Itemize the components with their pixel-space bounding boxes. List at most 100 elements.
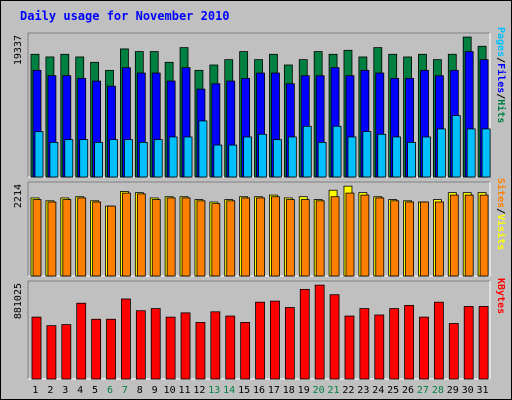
- sites-bar: [241, 197, 251, 277]
- x-tick-label: 8: [137, 385, 143, 396]
- pages-bar: [362, 131, 372, 178]
- pages-bar: [481, 128, 491, 178]
- kbytes-bar: [359, 308, 370, 380]
- sites-bar: [464, 194, 474, 277]
- panel-legend-label: Pages/Files/Hits: [495, 27, 507, 123]
- kbytes-bar: [135, 310, 146, 380]
- sites-bar: [345, 192, 355, 277]
- pages-bar: [243, 136, 253, 178]
- panel-legend-label: Sites/Visits: [495, 178, 507, 250]
- legend-part: Files: [495, 63, 507, 93]
- pages-bar: [109, 139, 118, 178]
- sites-bar: [420, 201, 429, 277]
- x-tick-label: 11: [178, 385, 190, 396]
- pages-bar: [153, 139, 163, 178]
- panel-max-label: 2214: [13, 184, 24, 208]
- pages-bar: [377, 133, 387, 178]
- sites-bar: [32, 199, 42, 277]
- kbytes-bar: [433, 301, 444, 380]
- x-tick-label: 1: [32, 385, 38, 396]
- pages-bar: [79, 139, 89, 178]
- x-tick-label: 19: [298, 385, 310, 396]
- x-tick-label: 28: [432, 385, 444, 396]
- sites-bar: [300, 199, 310, 277]
- kbytes-bar: [225, 315, 236, 380]
- kbytes-bar: [329, 294, 340, 380]
- sites-bar: [405, 201, 414, 277]
- pages-bar: [317, 141, 327, 178]
- legend-part: Visits: [495, 214, 507, 250]
- x-tick-label: 4: [77, 385, 83, 396]
- kbytes-bar: [419, 316, 429, 380]
- x-tick-label: 17: [268, 385, 280, 396]
- sites-bar: [434, 201, 444, 277]
- kbytes-bar: [448, 323, 459, 380]
- kbytes-bar: [270, 300, 280, 380]
- kbytes-bar: [165, 316, 176, 380]
- sites-bar: [449, 194, 459, 277]
- kbytes-bar: [240, 322, 251, 380]
- sites-bar: [77, 197, 87, 277]
- pages-bar: [138, 141, 148, 178]
- pages-bar: [124, 139, 133, 178]
- sites-bar: [271, 196, 280, 277]
- sites-bar: [375, 197, 385, 277]
- x-tick-label: 29: [447, 385, 459, 396]
- pages-bar: [332, 125, 342, 178]
- x-tick-label: 30: [462, 385, 474, 396]
- x-tick-label: 27: [417, 385, 429, 396]
- pages-bar: [258, 133, 267, 178]
- legend-part: /: [495, 57, 506, 63]
- pages-bar: [347, 136, 357, 178]
- x-tick-label: 16: [253, 385, 265, 396]
- x-tick-label: 6: [107, 385, 113, 396]
- pages-bar: [183, 136, 193, 178]
- pages-bar: [287, 136, 297, 178]
- sites-bar: [479, 194, 489, 277]
- kbytes-bar: [106, 318, 116, 380]
- x-tick-label: 22: [342, 385, 354, 396]
- x-tick-label: 9: [152, 385, 158, 396]
- sites-bar: [196, 200, 206, 277]
- x-tick-label: 7: [122, 385, 128, 396]
- kbytes-bar: [31, 316, 42, 380]
- kbytes-bar: [389, 308, 400, 380]
- kbytes-bar: [284, 307, 295, 380]
- legend-part: /: [495, 93, 506, 99]
- kbytes-bar: [195, 322, 206, 380]
- kbytes-bar: [46, 325, 57, 380]
- panel-legend-label: KBytes: [495, 278, 506, 314]
- sites-bar: [315, 200, 325, 277]
- sites-bar: [107, 205, 116, 277]
- sites-bar: [92, 201, 102, 277]
- kbytes-bar: [180, 312, 191, 380]
- x-tick-label: 25: [387, 385, 399, 396]
- kbytes-bar: [374, 314, 385, 380]
- sites-bar: [122, 192, 131, 277]
- x-tick-label: 10: [164, 385, 176, 396]
- legend-part: Pages: [495, 27, 506, 57]
- x-tick-label: 2: [47, 385, 53, 396]
- kbytes-bar: [91, 318, 102, 380]
- pages-bar: [407, 141, 416, 178]
- x-tick-label: 3: [62, 385, 68, 396]
- kbytes-bar: [314, 284, 325, 380]
- sites-bar: [360, 194, 370, 277]
- pages-bar: [451, 115, 461, 178]
- x-tick-label: 31: [477, 385, 489, 396]
- pages-bar: [228, 144, 238, 178]
- x-tick-label: 20: [313, 385, 325, 396]
- legend-part: Sites: [495, 178, 507, 208]
- pages-bar: [198, 120, 208, 178]
- kbytes-bar: [150, 308, 161, 380]
- kbytes-bar: [61, 324, 72, 380]
- pages-bar: [273, 139, 282, 178]
- x-tick-label: 21: [327, 385, 339, 396]
- kbytes-bar: [121, 298, 131, 380]
- pages-bar: [64, 139, 74, 178]
- x-tick-label: 14: [223, 385, 235, 396]
- pages-bar: [392, 136, 402, 178]
- legend-part: /: [495, 208, 506, 214]
